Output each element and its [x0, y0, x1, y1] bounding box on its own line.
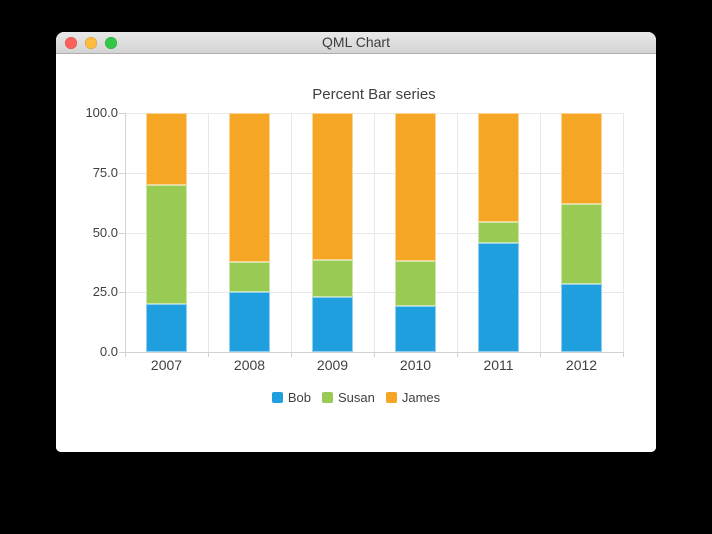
- bar-segment-bob-2012: [561, 283, 602, 352]
- x-axis-label: 2008: [233, 357, 266, 373]
- legend-label-james: James: [401, 390, 441, 405]
- chart-legend: Bob Susan James: [56, 390, 656, 405]
- traffic-light-buttons: [65, 37, 117, 49]
- minimize-button[interactable]: [85, 37, 97, 49]
- plot-area: [119, 113, 624, 357]
- gridline-vertical: [540, 113, 541, 352]
- x-axis-tick: [623, 352, 624, 357]
- bar-segment-bob-2008: [229, 292, 270, 352]
- chart-title: Percent Bar series: [312, 86, 436, 103]
- x-axis-label: 2007: [150, 357, 183, 373]
- close-button[interactable]: [65, 37, 77, 49]
- legend-item-james: James: [385, 390, 441, 405]
- bar-segment-bob-2011: [478, 243, 519, 352]
- legend-marker-susan: [321, 392, 333, 403]
- x-axis-label: 2012: [565, 357, 598, 373]
- bar-segment-susan-2008: [229, 262, 270, 293]
- x-axis-tick: [374, 352, 375, 357]
- y-axis-tick: [119, 172, 125, 174]
- bar-segment-bob-2010: [395, 306, 436, 352]
- x-axis-labels: 2007 2008 2009 2010 2011 2012: [125, 357, 623, 375]
- bar-segment-james-2012: [561, 113, 602, 205]
- window-title: QML Chart: [322, 34, 390, 50]
- legend-label-bob: Bob: [287, 390, 311, 405]
- qml-chart-window: QML Chart Percent Bar series 100.0 75.0 50…: [56, 32, 656, 452]
- bar-segment-susan-2012: [561, 204, 602, 284]
- x-axis-label: 2010: [399, 357, 432, 373]
- y-axis-labels: 100.0 75.0 50.0 25.0 0.0: [56, 106, 118, 359]
- legend-marker-james: [385, 392, 397, 403]
- gridline-vertical: [208, 113, 209, 352]
- legend-item-bob: Bob: [271, 390, 311, 405]
- x-axis-tick: [540, 352, 541, 357]
- bar-segment-bob-2007: [146, 304, 187, 352]
- y-axis-label: 50.0: [92, 224, 118, 240]
- x-axis-label: 2011: [483, 357, 514, 373]
- y-axis-tick: [119, 232, 125, 234]
- legend-marker-bob: [271, 392, 283, 403]
- y-axis-tick: [119, 292, 125, 294]
- y-axis-label: 75.0: [92, 164, 118, 180]
- bar-segment-james-2010: [395, 113, 436, 261]
- x-axis-tick: [208, 352, 209, 357]
- window-content: Percent Bar series 100.0 75.0 50.0 25.0 0.0 …: [56, 54, 656, 452]
- legend-item-susan: Susan: [321, 390, 375, 405]
- x-axis-tick: [125, 352, 126, 357]
- gridline-vertical: [291, 113, 292, 352]
- bar-segment-susan-2011: [478, 221, 519, 244]
- bar-segment-james-2008: [229, 113, 270, 263]
- x-axis-label: 2009: [316, 357, 349, 373]
- gridline-vertical: [374, 113, 375, 352]
- y-axis-label: 25.0: [92, 284, 118, 300]
- gridline-vertical: [125, 113, 126, 352]
- bar-segment-bob-2009: [312, 296, 353, 352]
- window-titlebar[interactable]: QML Chart: [56, 32, 656, 54]
- y-axis-tick: [119, 352, 125, 353]
- x-axis-tick: [291, 352, 292, 357]
- y-axis-tick: [119, 113, 125, 114]
- bar-segment-james-2009: [312, 113, 353, 261]
- legend-label-susan: Susan: [337, 390, 375, 405]
- zoom-button[interactable]: [105, 37, 117, 49]
- bar-segment-susan-2007: [146, 184, 187, 305]
- x-axis-tick: [457, 352, 458, 357]
- gridline-vertical: [457, 113, 458, 352]
- bar-segment-susan-2009: [312, 260, 353, 297]
- y-axis-label: 0.0: [99, 344, 118, 359]
- bar-segment-james-2007: [146, 113, 187, 185]
- gridline-vertical: [623, 113, 624, 352]
- bar-segment-james-2011: [478, 113, 519, 222]
- bar-segment-susan-2010: [395, 260, 436, 307]
- y-axis-label: 100.0: [85, 105, 118, 120]
